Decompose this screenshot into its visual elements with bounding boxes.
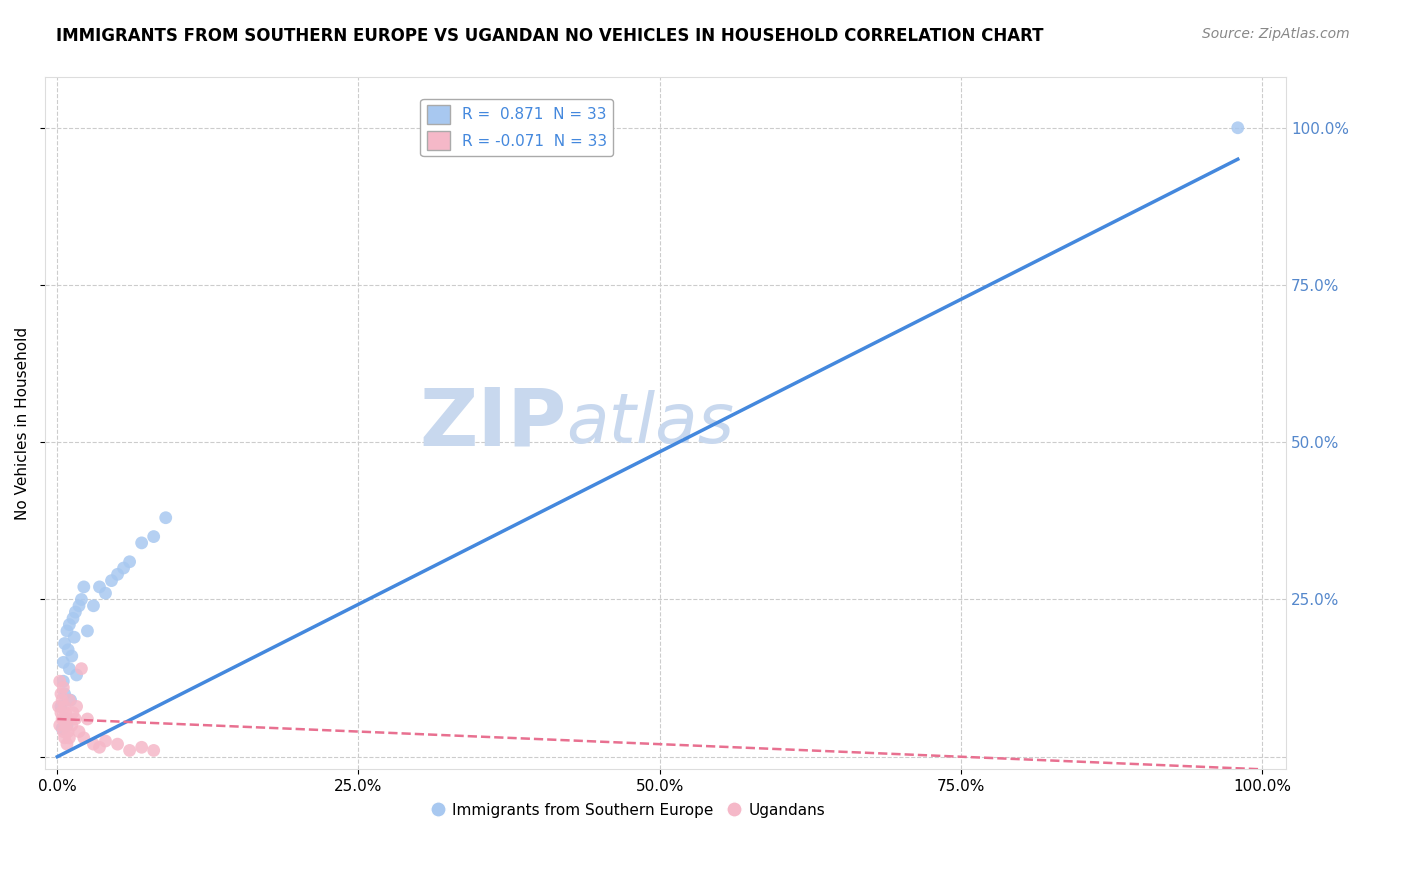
- Point: [55, 712, 77, 726]
- Point: [49, 706, 72, 720]
- Point: [53, 699, 76, 714]
- Point: [67, 724, 90, 739]
- Point: [94, 586, 117, 600]
- Point: [56, 642, 79, 657]
- Text: ZIP: ZIP: [419, 384, 567, 462]
- Point: [53, 636, 76, 650]
- Point: [58, 693, 80, 707]
- Point: [155, 510, 177, 524]
- Point: [70, 662, 93, 676]
- Point: [49, 699, 72, 714]
- Point: [73, 731, 96, 745]
- Point: [67, 599, 90, 613]
- Point: [52, 681, 75, 695]
- Point: [65, 699, 87, 714]
- Point: [48, 699, 70, 714]
- Point: [55, 706, 77, 720]
- Point: [52, 656, 75, 670]
- Point: [58, 731, 80, 745]
- Point: [94, 734, 117, 748]
- Point: [49, 687, 72, 701]
- Point: [65, 668, 87, 682]
- Point: [58, 662, 80, 676]
- Point: [56, 718, 79, 732]
- Point: [56, 724, 79, 739]
- Point: [100, 574, 122, 588]
- Point: [51, 693, 73, 707]
- Point: [56, 712, 79, 726]
- Point: [70, 592, 93, 607]
- Point: [142, 530, 165, 544]
- Point: [73, 580, 96, 594]
- Point: [52, 674, 75, 689]
- Point: [48, 674, 70, 689]
- Point: [107, 567, 129, 582]
- Point: [142, 743, 165, 757]
- Point: [60, 649, 83, 664]
- Text: atlas: atlas: [567, 390, 734, 457]
- Text: Source: ZipAtlas.com: Source: ZipAtlas.com: [1202, 27, 1350, 41]
- Point: [53, 731, 76, 745]
- Point: [48, 718, 70, 732]
- Point: [56, 737, 79, 751]
- Point: [118, 555, 141, 569]
- Legend: Immigrants from Southern Europe, Ugandans: Immigrants from Southern Europe, Ugandan…: [426, 797, 831, 824]
- Point: [112, 561, 135, 575]
- Point: [59, 693, 82, 707]
- Point: [76, 624, 98, 638]
- Point: [82, 737, 104, 751]
- Point: [89, 740, 111, 755]
- Point: [131, 740, 153, 755]
- Point: [52, 724, 75, 739]
- Point: [89, 580, 111, 594]
- Point: [56, 624, 79, 638]
- Y-axis label: No Vehicles in Household: No Vehicles in Household: [15, 326, 30, 520]
- Point: [82, 599, 104, 613]
- Point: [51, 722, 73, 736]
- Point: [51, 712, 73, 726]
- Point: [53, 687, 76, 701]
- Point: [65, 605, 87, 619]
- Point: [60, 718, 83, 732]
- Point: [107, 737, 129, 751]
- Point: [65, 712, 87, 726]
- Point: [118, 743, 141, 757]
- Point: [1226, 120, 1249, 135]
- Text: IMMIGRANTS FROM SOUTHERN EUROPE VS UGANDAN NO VEHICLES IN HOUSEHOLD CORRELATION : IMMIGRANTS FROM SOUTHERN EUROPE VS UGAND…: [56, 27, 1043, 45]
- Point: [63, 630, 86, 644]
- Point: [131, 536, 153, 550]
- Point: [76, 712, 98, 726]
- Point: [55, 718, 77, 732]
- Point: [62, 706, 84, 720]
- Point: [62, 611, 84, 625]
- Point: [58, 617, 80, 632]
